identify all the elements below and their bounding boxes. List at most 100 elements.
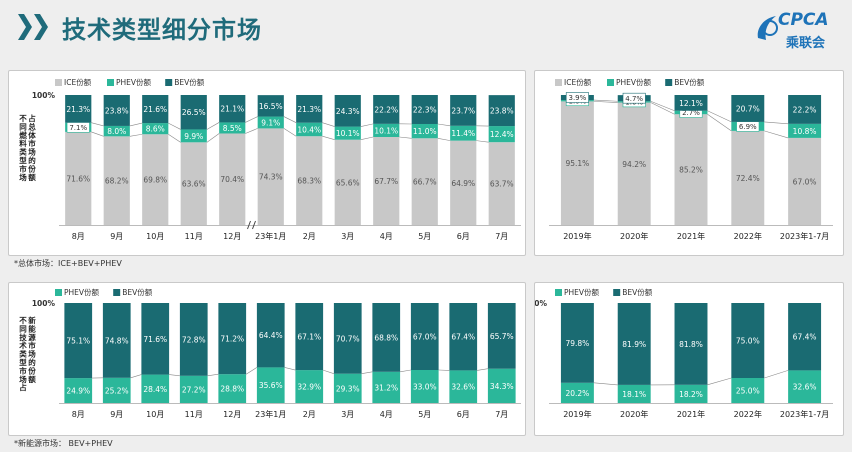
bar-segment <box>560 303 594 383</box>
data-label: 67.4% <box>793 333 817 342</box>
bar-segment <box>449 370 478 403</box>
y-axis-label-char: 新 <box>28 315 36 325</box>
legend-label: PHEV份额 <box>64 287 100 297</box>
bar-segment <box>295 370 324 403</box>
chevron-right-icon <box>34 14 48 40</box>
data-label: 8.5% <box>223 124 242 133</box>
x-axis-tick: 2020年 <box>620 231 648 241</box>
series-connector-line <box>168 122 181 130</box>
y-axis-tick: 100% <box>32 299 56 308</box>
header: 技术类型细分市场 CPCA 乘联会 <box>0 0 852 62</box>
legend-swatch <box>555 79 562 86</box>
y-axis-label-char: 场 <box>19 374 27 384</box>
y-axis-label-char: 市 <box>28 340 36 350</box>
bar-segment <box>179 303 208 376</box>
data-label: 94.2% <box>622 160 646 169</box>
y-axis-label-char: 份 <box>28 163 36 173</box>
chart-panel-monthly-nev: PHEV份额 BEV份额 100% 不同技术类型市场占 新能源市场的份额 24.9% 75.… <box>8 282 526 436</box>
bar-segment <box>142 95 169 124</box>
legend-swatch <box>665 79 673 86</box>
bar-segment <box>65 131 92 225</box>
y-axis-label-char: 术 <box>19 340 27 350</box>
bar-segment <box>180 142 207 225</box>
chart-panel-monthly-total: ICE份额 PHEV份额 BEV份额 100% 不同燃料类型市场 占总体市场的份额 71.6… <box>8 70 526 256</box>
x-axis-tick: 2019年 <box>563 231 591 241</box>
series-connector-line <box>476 140 489 143</box>
y-axis-label-char: 源 <box>28 332 36 342</box>
legend-label: BEV份额 <box>674 77 705 87</box>
bar-segment <box>788 370 822 403</box>
x-axis-tick: 7月 <box>495 232 508 241</box>
data-label: 10.1% <box>336 129 360 138</box>
bar-segment <box>674 95 708 111</box>
data-label: 27.2% <box>182 385 206 394</box>
data-label: 21.6% <box>143 105 167 114</box>
bar-segment <box>411 95 438 124</box>
series-connector-line <box>399 136 412 139</box>
data-label: 32.9% <box>297 383 321 392</box>
series-connector-line <box>650 100 675 112</box>
x-axis-tick: 2020年 <box>620 409 648 419</box>
y-axis-label-char: 体 <box>28 130 36 140</box>
data-label: 26.5% <box>182 108 206 117</box>
legend-swatch <box>55 289 62 296</box>
bar-segment <box>488 95 515 127</box>
data-label: 85.2% <box>679 166 703 175</box>
y-axis-label-char: 料 <box>19 138 27 148</box>
bar-segment <box>219 133 246 225</box>
bar-segment <box>617 303 651 385</box>
data-label: 11.4% <box>451 129 475 138</box>
y-axis-label-char: 场 <box>19 172 27 182</box>
bar-segment <box>256 367 285 403</box>
y-axis-label-char: 市 <box>19 365 27 375</box>
data-label: 3.9% <box>569 94 587 102</box>
bar-segment <box>218 374 247 403</box>
bar-segment <box>65 95 92 123</box>
x-axis-tick: 8月 <box>72 410 85 419</box>
bar-segment <box>450 125 477 141</box>
bar-segment <box>180 95 207 130</box>
series-connector-line <box>130 374 142 379</box>
y-axis-tick: 100% <box>32 91 56 100</box>
bar-segment <box>674 303 708 385</box>
series-connector-line <box>169 374 180 377</box>
x-axis-tick: 23年1月 <box>255 409 286 419</box>
x-axis-tick: 2023年1-7月 <box>780 231 829 241</box>
data-label: 22.2% <box>793 105 817 114</box>
data-label: 70.4% <box>220 175 244 184</box>
data-label: 68.2% <box>105 177 129 186</box>
data-label: 10.1% <box>374 126 398 135</box>
x-axis-tick: 10月 <box>146 410 164 419</box>
bar-segment <box>296 95 323 123</box>
x-axis-tick: 2月 <box>303 232 316 241</box>
bar-segment <box>788 137 822 225</box>
series-connector-line <box>437 123 451 127</box>
x-axis-tick: 2019年 <box>563 409 591 419</box>
x-axis-tick: 3月 <box>341 410 354 419</box>
data-label: 10.8% <box>793 127 817 136</box>
bar-segment <box>674 384 708 403</box>
series-connector-line <box>593 99 618 102</box>
data-label: 6.9% <box>739 123 757 131</box>
data-label: 71.6% <box>66 174 90 183</box>
data-label: 67.0% <box>413 333 437 342</box>
data-label: 12.1% <box>679 99 703 108</box>
data-label: 18.2% <box>679 390 703 399</box>
bar-segment <box>449 303 478 371</box>
x-axis-tick: 2月 <box>303 410 316 419</box>
bar-segment <box>142 123 169 135</box>
data-label: 35.6% <box>259 381 283 390</box>
bar-segment <box>410 370 439 403</box>
series-connector-line <box>650 102 675 115</box>
cpca-logo: CPCA 乘联会 <box>752 8 844 52</box>
data-label: 8.0% <box>107 127 126 136</box>
series-connector-line <box>245 116 258 123</box>
bar-segment <box>180 129 207 143</box>
bar-segment <box>487 303 516 369</box>
data-label: 7.1% <box>69 124 87 132</box>
x-axis-tick: 5月 <box>418 410 431 419</box>
x-axis-tick: 2021年 <box>677 231 705 241</box>
x-axis-tick: 23年1月 <box>255 231 286 241</box>
legend-label: PHEV份额 <box>116 77 152 87</box>
